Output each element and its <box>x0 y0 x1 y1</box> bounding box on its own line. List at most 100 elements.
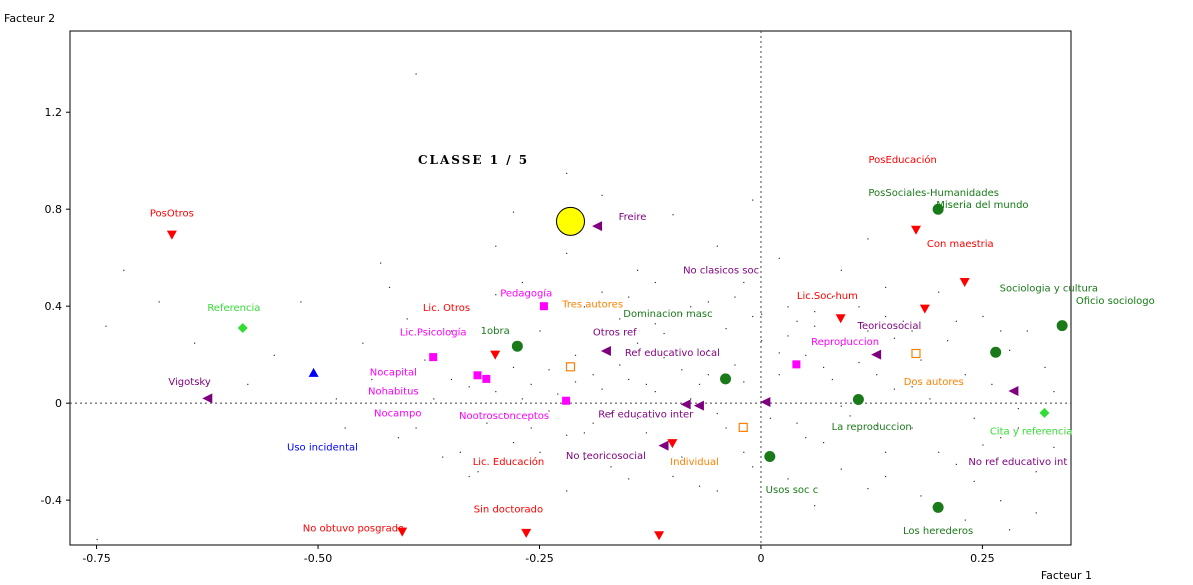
triangle-up-point <box>308 367 319 377</box>
noise-dot <box>955 320 957 322</box>
noise-dot <box>583 306 585 308</box>
x-tick-label: -0.25 <box>525 552 553 565</box>
noise-dot <box>743 281 745 284</box>
noise-dot <box>1035 471 1037 473</box>
noise-dot <box>335 398 337 400</box>
noise-dot <box>530 427 532 429</box>
noise-dot <box>778 374 780 376</box>
noise-dot <box>840 468 842 470</box>
noise-dot <box>964 519 966 521</box>
noise-dot <box>468 386 470 388</box>
circle-point <box>764 451 776 463</box>
point-label: Uso incidental <box>287 442 358 453</box>
noise-dot <box>557 393 559 395</box>
point-label: La reproduccion <box>832 422 912 433</box>
square-point <box>473 371 482 380</box>
noise-dot <box>619 364 621 366</box>
triangle-left-point <box>1008 386 1019 397</box>
point-label: Freire <box>619 212 647 223</box>
noise-dot <box>973 480 975 482</box>
noise-dot <box>548 410 550 412</box>
noise-dot <box>716 490 718 492</box>
triangle-down-point <box>959 277 970 287</box>
point-label: PosSociales-Humanidades <box>868 188 999 199</box>
circle-point <box>932 501 944 513</box>
noise-dot <box>601 291 603 293</box>
noise-dot <box>628 296 630 298</box>
noise-dot <box>247 383 249 385</box>
noise-dot <box>96 538 98 541</box>
noise-dot <box>840 345 842 347</box>
point-label: No teoricosocial <box>566 451 646 462</box>
triangle-down-point <box>397 527 408 537</box>
noise-dot <box>495 245 497 247</box>
triangle-down-point <box>521 528 532 538</box>
noise-dot <box>858 306 860 308</box>
noise-dot <box>707 349 709 351</box>
point-label: No obtuvo posgrado <box>303 524 404 535</box>
noise-dot <box>645 383 647 385</box>
noise-dot <box>548 369 550 371</box>
open-square-point <box>565 362 576 372</box>
diamond-point <box>237 323 248 334</box>
noise-dot <box>752 199 754 201</box>
noise-dot <box>628 378 630 381</box>
noise-dot <box>911 386 913 388</box>
noise-dot <box>876 425 878 427</box>
point-label: Ref educativo local <box>625 348 720 359</box>
triangle-left-point <box>202 393 213 404</box>
noise-dot <box>734 364 736 366</box>
noise-dot <box>876 374 878 376</box>
noise-dot <box>690 306 692 308</box>
triangle-down-point <box>910 225 921 235</box>
noise-dot <box>574 381 577 383</box>
noise-dot <box>831 296 833 298</box>
noise-dot <box>1053 391 1055 393</box>
point-labels: PosOtros Referencia Vigotsky Uso incidental… <box>150 154 1155 537</box>
noise-dot <box>681 369 683 371</box>
noise-points <box>96 73 1055 541</box>
noise-dot <box>1009 529 1011 531</box>
point-label: No ref educativo int <box>968 457 1067 468</box>
noise-dot <box>663 357 665 359</box>
open-square-point <box>738 422 748 433</box>
point-label: Referencia <box>207 303 260 314</box>
noise-dot <box>893 388 895 390</box>
triangle-left-point <box>658 440 669 451</box>
noise-dot <box>761 313 763 315</box>
noise-dot <box>725 328 727 330</box>
square-point <box>539 302 548 311</box>
noise-dot <box>778 257 780 259</box>
square-point <box>429 353 438 362</box>
noise-dot <box>698 383 701 385</box>
noise-dot <box>566 490 568 492</box>
point-label: PosEducación <box>869 154 937 166</box>
axis-ticks: -0.75 -0.50 -0.25 0 0.25 1.2 0.8 0.4 0 -0.4 <box>41 106 995 565</box>
noise-dot <box>592 422 594 424</box>
noise-dot <box>938 451 940 453</box>
triangle-down-point <box>166 230 177 240</box>
point-label: Lic. Otros <box>423 303 470 314</box>
point-label: Otros ref <box>593 327 637 338</box>
noise-dot <box>920 495 922 497</box>
point-label: Nohabitus <box>368 387 419 398</box>
noise-dot <box>707 374 709 376</box>
noise-dot <box>1053 446 1055 448</box>
noise-dot <box>566 172 568 174</box>
noise-dot <box>105 325 107 327</box>
noise-dot <box>707 301 709 303</box>
point-label: Sin doctorado <box>474 504 543 515</box>
open-square-point <box>911 348 921 359</box>
noise-dot <box>477 471 479 473</box>
noise-dot <box>583 432 585 434</box>
noise-dot <box>654 323 656 325</box>
noise-dot <box>778 352 780 354</box>
noise-dot <box>920 359 922 361</box>
noise-dot <box>973 417 975 419</box>
triangle-down-point <box>835 314 846 324</box>
point-label: Con maestria <box>927 239 994 250</box>
reference-lines <box>70 31 1071 545</box>
point-label: Lic.Soc-hum <box>797 291 858 302</box>
noise-dot <box>805 354 807 356</box>
noise-dot <box>964 374 966 376</box>
